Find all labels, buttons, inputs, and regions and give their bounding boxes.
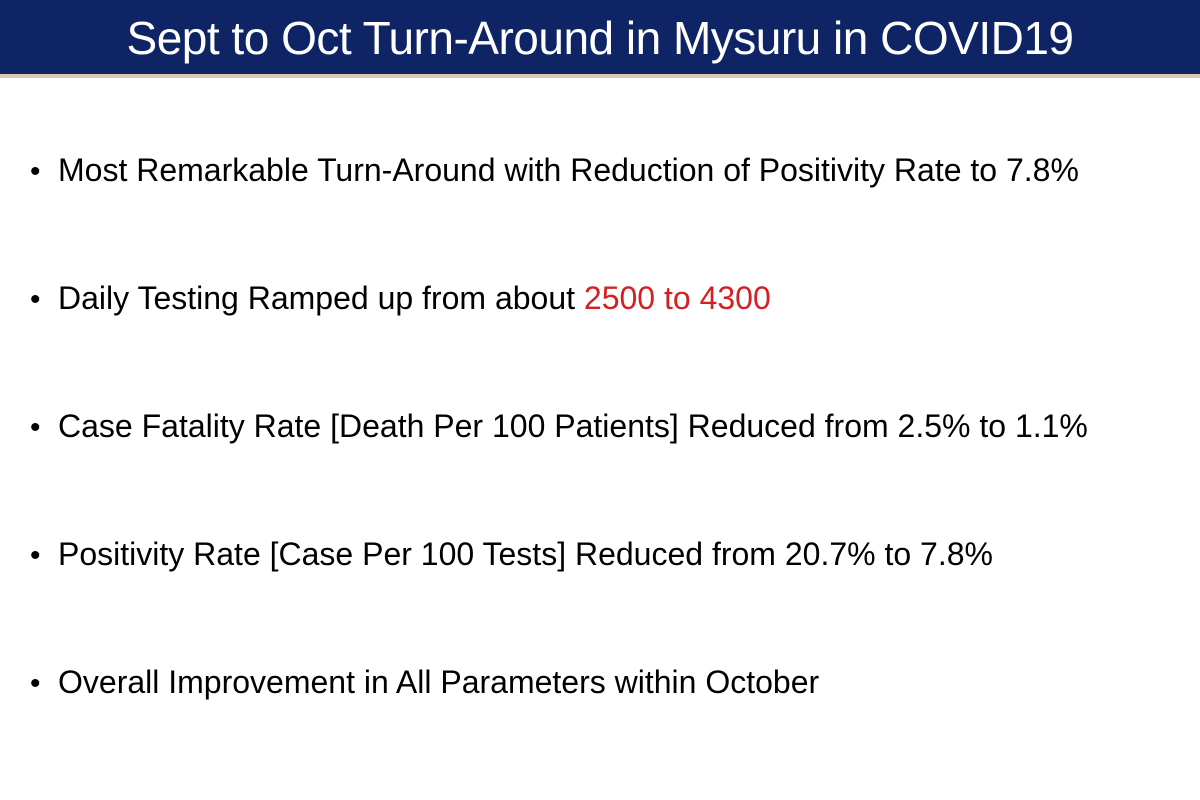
bullet-text: Positivity Rate [Case Per 100 Tests] Red… (58, 536, 993, 572)
bullet-text: Case Fatality Rate [Death Per 100 Patien… (58, 408, 1088, 444)
bullet-text: Overall Improvement in All Parameters wi… (58, 664, 820, 700)
slide-title: Sept to Oct Turn-Around in Mysuru in COV… (126, 12, 1074, 64)
bullet-icon: • (30, 411, 41, 444)
bullet-item: • Case Fatality Rate [Death Per 100 Pati… (30, 408, 1180, 536)
bullet-text: Most Remarkable Turn-Around with Reducti… (58, 152, 1079, 188)
bullet-item: • Daily Testing Ramped up from about 250… (30, 280, 1180, 408)
bullet-item: • Most Remarkable Turn-Around with Reduc… (30, 152, 1180, 280)
bullet-item: • Overall Improvement in All Parameters … (30, 664, 1180, 701)
bullet-text: Daily Testing Ramped up from about (58, 280, 584, 316)
title-bar: Sept to Oct Turn-Around in Mysuru in COV… (0, 0, 1200, 78)
highlighted-text: 2500 to 4300 (583, 280, 771, 316)
bullet-icon: • (30, 539, 41, 572)
bullet-icon: • (30, 155, 41, 188)
bullet-item: • Positivity Rate [Case Per 100 Tests] R… (30, 536, 1180, 664)
bullet-icon: • (30, 667, 41, 700)
bullet-icon: • (30, 283, 41, 316)
bullet-list: • Most Remarkable Turn-Around with Reduc… (30, 152, 1180, 701)
